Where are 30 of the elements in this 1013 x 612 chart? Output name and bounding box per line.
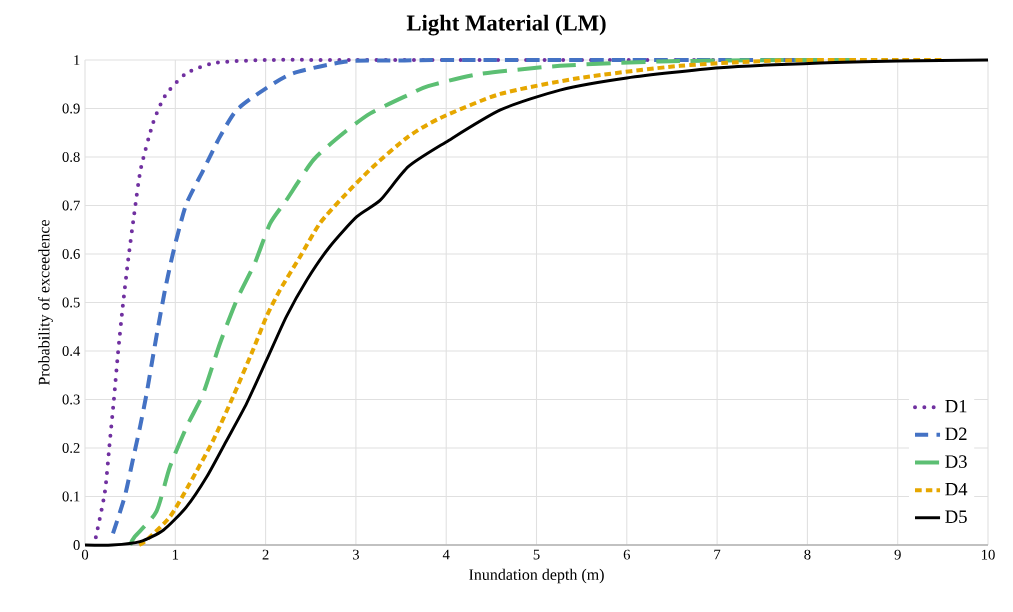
x-tick-label: 5 <box>533 549 540 560</box>
y-tick-label: 0.8 <box>62 152 80 162</box>
x-axis-title: Inundation depth (m) <box>469 568 604 584</box>
y-tick-label: 1 <box>74 55 80 65</box>
x-tick-label: 6 <box>623 549 631 560</box>
legend-label: D5 <box>945 510 967 524</box>
x-tick-label: 10 <box>981 549 995 560</box>
y-tick-label: 0.3 <box>62 394 80 405</box>
x-tick-label: 3 <box>352 549 359 560</box>
y-tick-label: 0.2 <box>62 443 80 453</box>
y-tick-label: 0.6 <box>62 249 80 259</box>
legend-label: D2 <box>945 427 967 441</box>
x-tick-label: 4 <box>442 549 450 560</box>
chart-title: Light Material (LM) <box>406 14 606 36</box>
x-tick-label: 8 <box>804 549 811 560</box>
x-tick-label: 7 <box>714 549 721 560</box>
legend-label: D1 <box>945 399 967 413</box>
y-tick-label: 0.7 <box>62 200 80 211</box>
y-axis-title: Probability of exceedence <box>38 219 53 386</box>
legend-label: D4 <box>945 483 968 496</box>
legend-label: D3 <box>945 455 967 468</box>
y-tick-label: 0 <box>73 540 80 550</box>
y-tick-label: 0.1 <box>62 491 80 502</box>
y-tick-label: 0.5 <box>62 297 80 308</box>
x-tick-label: 2 <box>262 549 269 560</box>
x-tick-label: 1 <box>172 549 179 560</box>
x-tick-label: 9 <box>894 549 901 560</box>
y-tick-label: 0.9 <box>62 103 80 114</box>
x-tick-label: 0 <box>81 549 89 560</box>
y-tick-label: 0.4 <box>62 346 81 356</box>
